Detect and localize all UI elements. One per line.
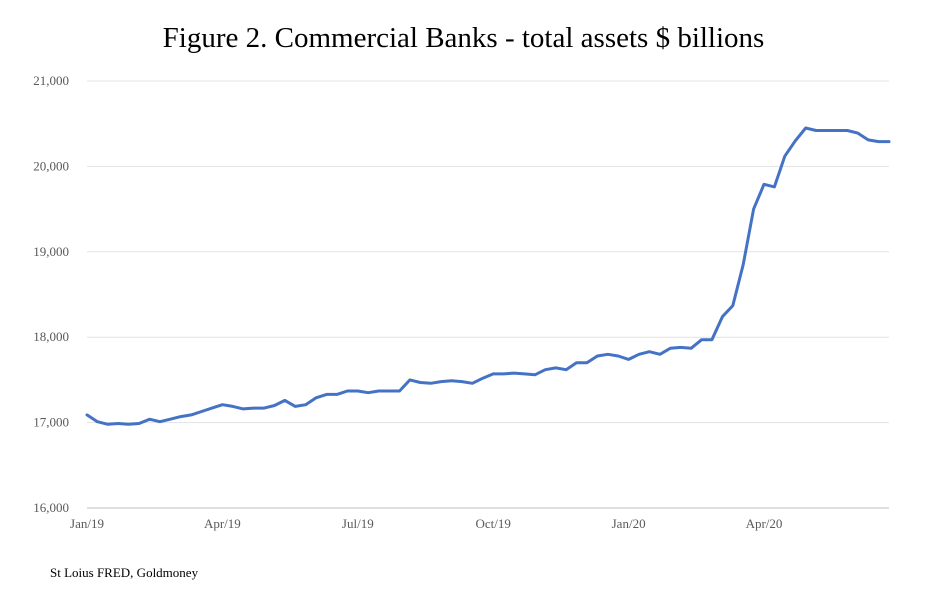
gridlines (87, 80, 889, 509)
y-tick-label: 20,000 (33, 158, 69, 173)
x-axis-ticks: Jan/19 Apr/19 Jul/19 Oct/19 Jan/20 Apr/20 (70, 516, 782, 531)
y-axis-ticks: 16,000 17,000 18,000 19,000 20,000 21,000 (33, 73, 69, 515)
x-tick-label: Jan/19 (70, 516, 104, 531)
series-line (85, 126, 891, 426)
chart-title: Figure 2. Commercial Banks - total asset… (162, 22, 765, 54)
x-tick-label: Apr/19 (204, 516, 241, 531)
y-tick-label: 18,000 (33, 329, 69, 344)
x-tick-label: Oct/19 (476, 516, 511, 531)
y-tick-label: 16,000 (33, 500, 69, 515)
x-tick-label: Jan/20 (612, 516, 646, 531)
x-tick-label: Apr/20 (746, 516, 783, 531)
source-note: St Loius FRED, Goldmoney (50, 565, 199, 580)
x-tick-label: Jul/19 (342, 516, 374, 531)
y-tick-label: 21,000 (33, 73, 69, 88)
y-tick-label: 19,000 (33, 244, 69, 259)
y-tick-label: 17,000 (33, 415, 69, 430)
